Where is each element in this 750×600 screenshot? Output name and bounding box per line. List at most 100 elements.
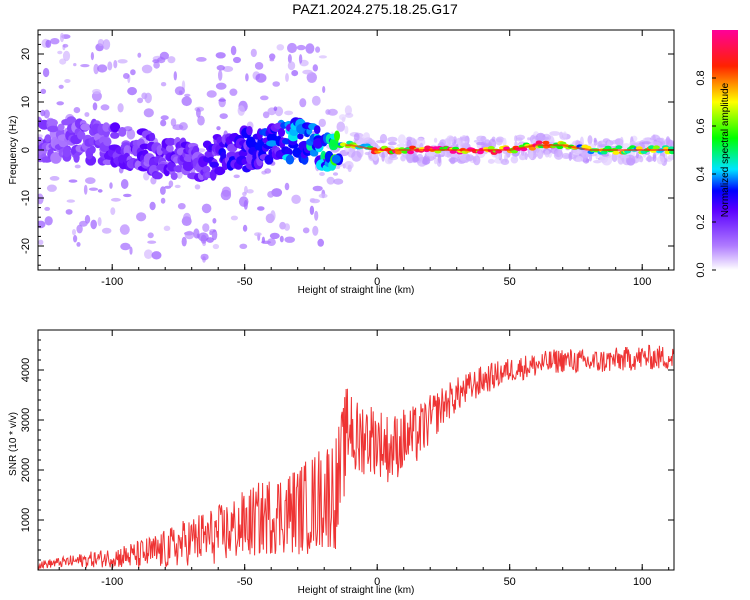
spectrogram-noise-blob <box>264 168 272 174</box>
spectrogram-noise-blob <box>620 155 630 159</box>
x-tick-label: -100 <box>101 276 123 288</box>
spectrogram-noise-blob <box>306 72 317 83</box>
spectrogram-ridge-blob <box>612 150 620 155</box>
spectrogram-ridge-blob <box>535 140 543 145</box>
spectrogram-ridge-blob <box>669 150 674 155</box>
spectrogram-noise-blob <box>181 96 192 107</box>
spectrogram-noise-blob <box>636 158 641 163</box>
spectrogram-noise-blob <box>619 136 624 148</box>
spectrogram-noise-blob <box>287 42 297 54</box>
spectrogram-noise-blob <box>527 137 531 141</box>
spectrogram-noise-blob <box>68 179 78 183</box>
x-tick-label: -100 <box>101 576 123 588</box>
spectrogram-noise-blob <box>97 64 108 73</box>
spectrogram-noise-blob <box>97 217 102 227</box>
spectrogram-ridge-blob <box>152 172 163 180</box>
spectrogram-noise-blob <box>100 104 110 111</box>
spectrogram-noise-blob <box>193 228 200 239</box>
spectrogram-noise-blob <box>216 126 221 131</box>
spectrogram-noise-blob <box>260 95 269 101</box>
spectrogram-noise-blob <box>46 184 57 192</box>
spectrogram-noise-blob <box>269 232 280 240</box>
spectrogram-noise-blob <box>246 189 254 194</box>
spectrogram-noise-blob <box>279 235 284 243</box>
spectrogram-ridge-blob <box>77 130 86 140</box>
spectrogram-noise-blob <box>168 180 174 188</box>
colorbar-tick-label: 0.2 <box>695 214 707 229</box>
spectrogram-noise-blob <box>476 141 486 146</box>
spectrogram-noise-blob <box>255 73 267 83</box>
spectrogram-noise-blob <box>325 109 331 115</box>
spectrogram-ridge-blob <box>542 140 550 145</box>
spectrogram-noise-blob <box>117 59 128 64</box>
spectrogram-noise-blob <box>206 237 214 243</box>
spectrogram-noise-blob <box>433 157 438 165</box>
spectrogram-noise-blob <box>322 86 326 93</box>
spectrogram-noise-blob <box>641 141 652 145</box>
spectrogram-noise-blob <box>173 71 177 81</box>
spectrogram-noise-blob <box>170 118 177 127</box>
spectrogram-ridge-blob <box>214 166 226 176</box>
x-tick-label: 0 <box>374 276 380 288</box>
spectrogram-noise-blob <box>66 199 76 203</box>
spectrogram-noise-blob <box>59 32 65 43</box>
snr-x-ticks: -100 -50 0 50 100 <box>58 330 670 588</box>
spectrogram-noise-blob <box>219 113 228 119</box>
spectrogram-noise-blob <box>318 55 327 59</box>
colorbar-ticks: 0.0 0.2 0.4 0.6 0.8 <box>695 70 716 278</box>
spectrogram-noise-blob <box>345 112 354 118</box>
spectrogram-noise-blob <box>149 201 156 211</box>
spectrogram-noise-blob <box>62 43 69 48</box>
spectrogram-noise-blob <box>144 249 153 259</box>
spectrogram-noise-blob <box>212 243 220 250</box>
spectrogram-noise-blob <box>299 98 307 108</box>
x-tick-label: 100 <box>633 276 651 288</box>
spectrogram-noise-blob <box>137 97 144 104</box>
spectrogram-ridge-blob <box>156 145 164 156</box>
spectrogram-noise-blob <box>254 232 262 237</box>
spectrogram-noise-blob <box>80 64 90 68</box>
spectrogram-noise-blob <box>79 220 88 227</box>
spectrogram-noise-blob <box>147 240 157 244</box>
spectrogram-noise-blob <box>195 57 207 62</box>
spectrogram-noise-blob <box>652 154 657 162</box>
spectrogram-ridge-blob <box>165 137 176 146</box>
spectrogram-noise-blob <box>153 61 160 69</box>
spectrogram-noise-blob <box>38 220 46 229</box>
colorbar-tick-label: 0.0 <box>695 262 707 277</box>
spectrogram-noise-blob <box>272 81 281 87</box>
spectrogram-noise-blob <box>157 57 166 64</box>
spectrogram-noise-blob <box>218 98 226 102</box>
y-tick-label: 10 <box>20 96 32 108</box>
spectrogram-noise-blob <box>147 232 154 239</box>
spectrogram-noise-blob <box>317 238 325 247</box>
spectrogram-ridge-blob <box>57 123 65 131</box>
x-tick-label: -50 <box>237 576 253 588</box>
spectrogram-noise-blob <box>363 132 370 141</box>
snr-y-ticks: 1000 2000 3000 4000 <box>20 329 674 561</box>
spectrogram-noise-blob <box>364 151 371 156</box>
spectrogram-noise-blob <box>44 206 51 211</box>
y-tick-label: 0 <box>20 147 32 153</box>
spectrogram-noise-blob <box>110 197 121 202</box>
spectrogram-noise-blob <box>529 149 534 160</box>
spectrogram-noise-blob <box>201 203 212 214</box>
spectrogram-noise-blob <box>237 105 245 116</box>
spectrogram-noise-blob <box>107 61 113 71</box>
spectrogram-y-ticks: -20 -10 0 10 20 <box>20 34 674 266</box>
x-tick-label: 100 <box>633 576 651 588</box>
spectrogram-ridge-blob <box>648 145 655 150</box>
spectrogram-noise-blob <box>332 172 339 176</box>
spectrogram-noise-blob <box>646 154 652 163</box>
spectrogram-noise-blob <box>38 193 44 205</box>
spectrogram-ridge-line <box>345 144 674 151</box>
spectrogram-noise-blob <box>160 197 166 204</box>
spectrogram-noise-blob <box>206 90 217 98</box>
spectrogram-noise-blob <box>109 182 113 189</box>
snr-panel: -100 -50 0 50 100 1000 2000 3000 4000 Height of… <box>8 329 675 596</box>
spectrogram-noise-blob <box>167 56 176 64</box>
spectrogram-ridge-blob <box>652 145 660 150</box>
spectrogram-ridge-blob <box>246 126 253 136</box>
spectrogram-noise-blob <box>500 158 510 165</box>
spectrogram-noise-blob <box>458 140 462 151</box>
